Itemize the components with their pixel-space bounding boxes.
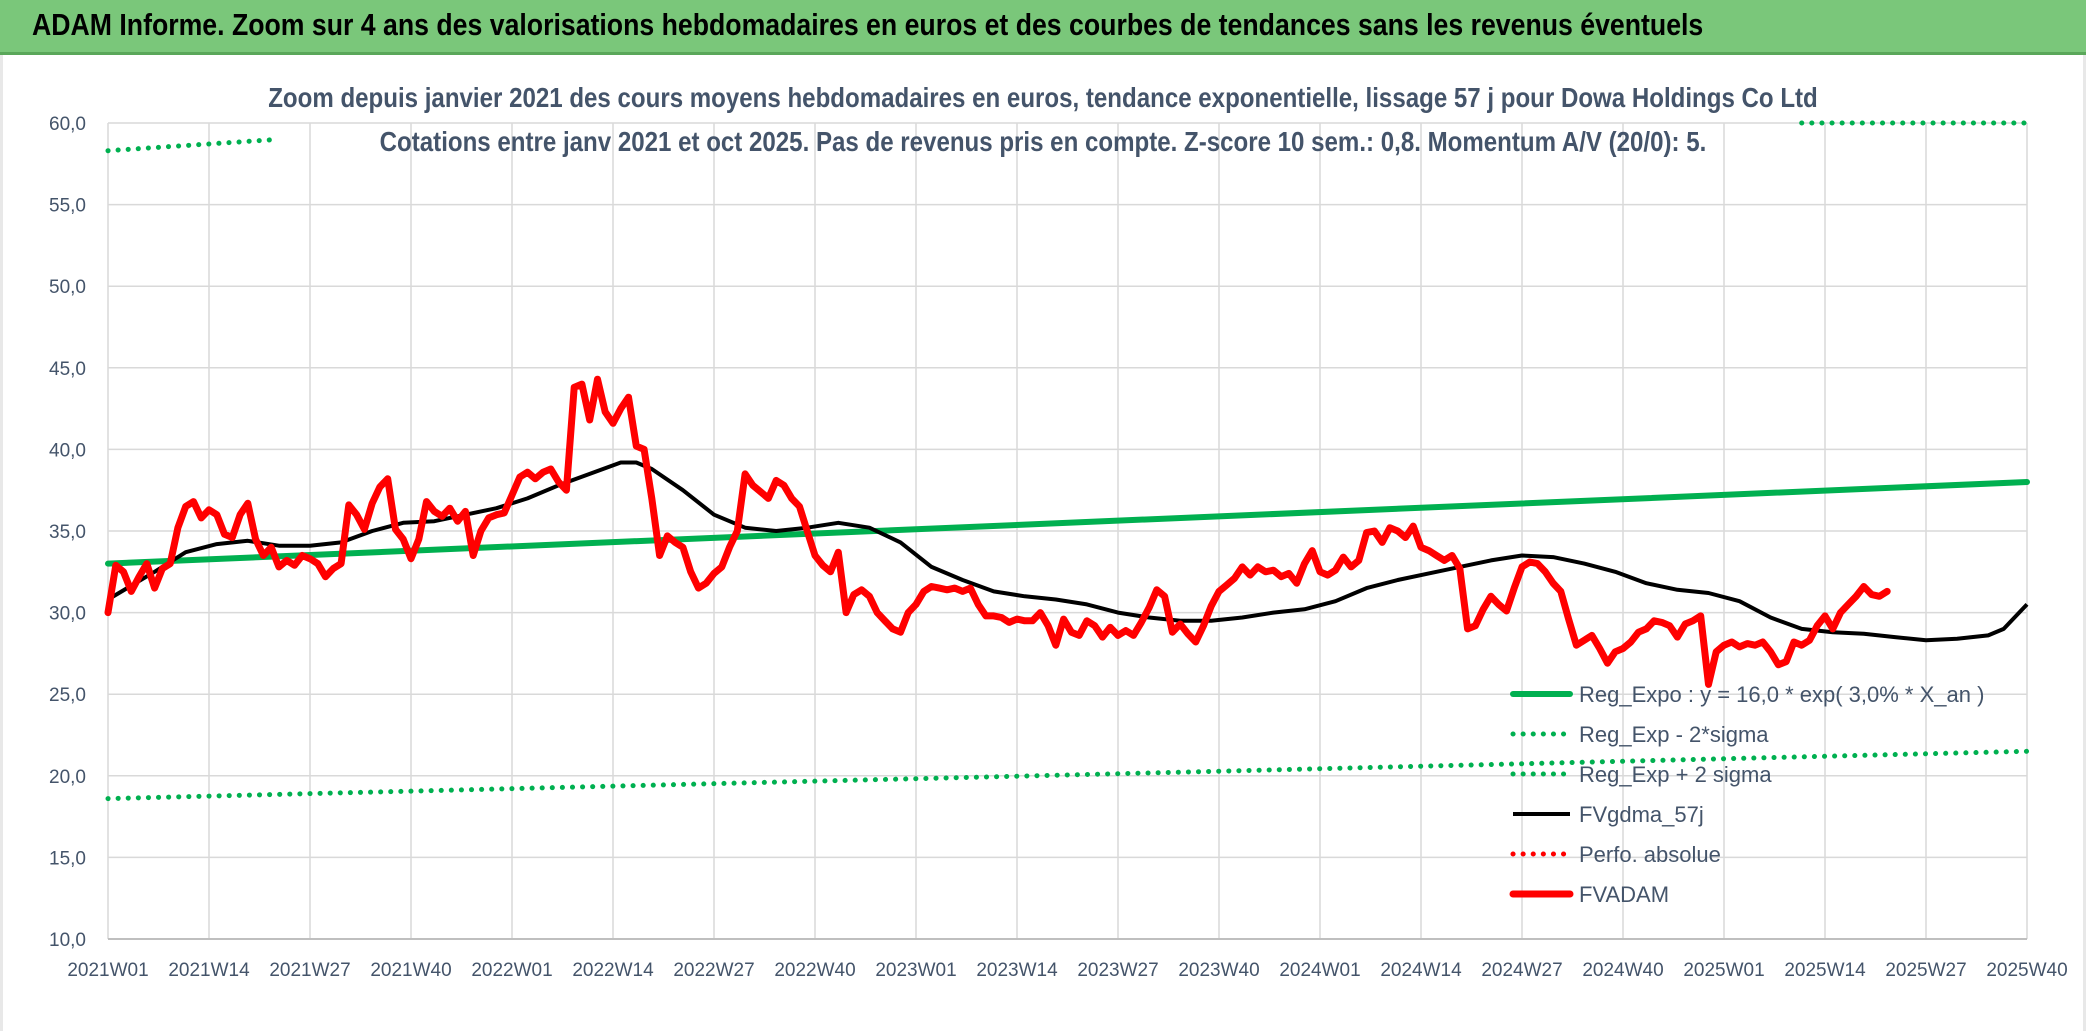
x-axis-ticks: 2021W01 2021W14 2021W27 2021W40 2022W01 2022W… xyxy=(67,960,2067,981)
x-tick-label: 2021W14 xyxy=(168,960,250,981)
chart-series xyxy=(104,120,2030,802)
x-tick-label: 2025W01 xyxy=(1683,960,1764,981)
y-tick-label: 40,0 xyxy=(49,440,86,461)
series-line-3 xyxy=(106,460,2029,643)
report-header-title: ADAM Informe. Zoom sur 4 ans des valoris… xyxy=(32,7,1704,42)
y-axis-ticks: 10,0 15,0 20,0 25,0 30,0 35,0 40,0 45,0 50,0 55,0… xyxy=(49,114,86,951)
x-tick-label: 2023W01 xyxy=(875,960,956,981)
y-tick-label: 15,0 xyxy=(49,848,86,869)
legend-label-0: Reg_Expo : y = 16,0 * exp( 3,0% * X_an ) xyxy=(1579,682,1984,707)
legend-label-1: Reg_Exp - 2*sigma xyxy=(1579,722,1769,747)
x-tick-label: 2022W14 xyxy=(572,960,654,981)
y-tick-label: 25,0 xyxy=(49,685,86,706)
chart-legend: Reg_Expo : y = 16,0 * exp( 3,0% * X_an )… xyxy=(1509,682,1984,907)
legend-label-2: Reg_Exp + 2 sigma xyxy=(1579,762,1772,787)
x-tick-label: 2022W40 xyxy=(774,960,855,981)
x-tick-label: 2024W14 xyxy=(1380,960,1462,981)
x-tick-label: 2021W40 xyxy=(370,960,451,981)
x-tick-label: 2021W01 xyxy=(67,960,148,981)
x-tick-label: 2023W27 xyxy=(1077,960,1158,981)
y-tick-label: 35,0 xyxy=(49,522,86,543)
y-tick-label: 55,0 xyxy=(49,196,86,217)
chart-grid xyxy=(107,122,2028,940)
legend-label-5: FVADAM xyxy=(1579,882,1669,907)
series-line-5 xyxy=(104,375,1891,688)
series-line-1 xyxy=(105,748,2030,802)
x-tick-label: 2025W14 xyxy=(1784,960,1866,981)
y-tick-label: 45,0 xyxy=(49,359,86,380)
x-tick-label: 2022W27 xyxy=(673,960,754,981)
x-tick-label: 2021W27 xyxy=(269,960,350,981)
chart-area xyxy=(0,55,2086,1031)
x-tick-label: 2023W40 xyxy=(1178,960,1259,981)
series-line-2 xyxy=(105,136,282,154)
x-tick-label: 2025W27 xyxy=(1885,960,1966,981)
x-tick-label: 2024W40 xyxy=(1582,960,1663,981)
chart-title-line2: Cotations entre janv 2021 et oct 2025. P… xyxy=(379,126,1707,157)
y-tick-label: 60,0 xyxy=(49,114,86,135)
legend-label-3: FVgdma_57j xyxy=(1579,802,1704,827)
y-tick-label: 30,0 xyxy=(49,604,86,625)
chart-title-line1: Zoom depuis janvier 2021 des cours moyen… xyxy=(268,82,1818,113)
y-tick-label: 10,0 xyxy=(49,930,86,951)
x-tick-label: 2024W01 xyxy=(1279,960,1360,981)
x-tick-label: 2025W40 xyxy=(1986,960,2067,981)
series-line-0 xyxy=(105,479,2030,567)
y-tick-label: 20,0 xyxy=(49,767,86,788)
legend-label-4: Perfo. absolue xyxy=(1579,842,1721,867)
report-header: ADAM Informe. Zoom sur 4 ans des valoris… xyxy=(0,0,2086,55)
x-tick-label: 2022W01 xyxy=(471,960,552,981)
y-tick-label: 50,0 xyxy=(49,277,86,298)
x-tick-label: 2023W14 xyxy=(976,960,1058,981)
x-tick-label: 2024W27 xyxy=(1481,960,1562,981)
